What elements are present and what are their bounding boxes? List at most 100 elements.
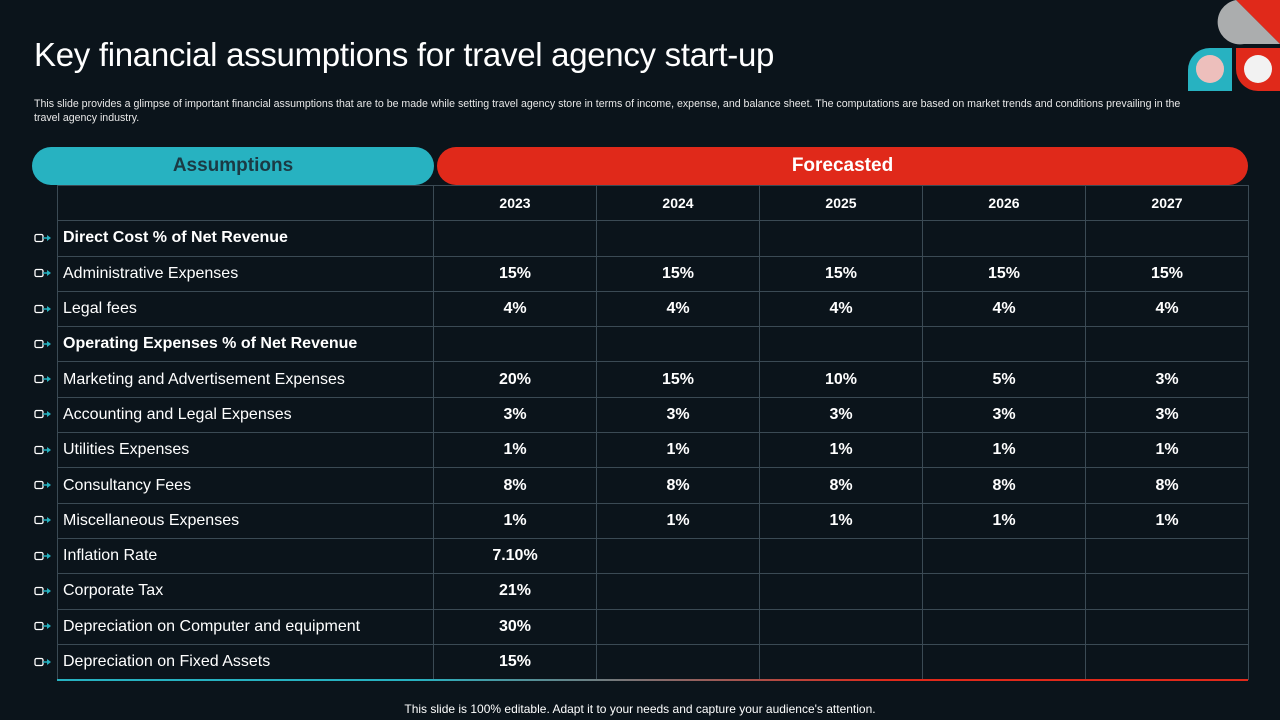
- forecasted-header: Forecasted: [437, 147, 1248, 185]
- table-row: Accounting and Legal Expenses 3% 3% 3% 3% 3%: [57, 396, 1249, 434]
- value-cell: 4%: [922, 290, 1086, 328]
- decorative-logo-icon: [1188, 0, 1280, 91]
- table-row: Miscellaneous Expenses 1% 1% 1% 1% 1%: [57, 502, 1249, 539]
- table-row: Inflation Rate 7.10%: [57, 537, 1249, 575]
- value-cell: 1%: [433, 502, 597, 539]
- page-subtitle: This slide provides a glimpse of importa…: [34, 98, 1181, 124]
- value-cell: 1%: [759, 432, 923, 469]
- value-cell: 15%: [433, 643, 597, 681]
- value-cell: 3%: [1085, 396, 1249, 434]
- arrow-bullet-icon: [34, 339, 51, 348]
- arrow-bullet-icon: [34, 480, 51, 490]
- value-cell: 3%: [1085, 361, 1249, 398]
- value-cell: 21%: [433, 573, 597, 610]
- value-cell: 1%: [922, 432, 1086, 469]
- value-cell: 15%: [922, 255, 1086, 292]
- value-cell: 4%: [433, 290, 597, 328]
- value-cell: 3%: [922, 396, 1086, 434]
- value-cell: 3%: [759, 396, 923, 434]
- table-row: Depreciation on Fixed Assets 15%: [57, 643, 1249, 681]
- value-cell: 1%: [433, 432, 597, 469]
- arrow-bullet-icon: [34, 551, 51, 560]
- table-row: Legal fees 4% 4% 4% 4% 4%: [57, 290, 1249, 328]
- value-cell: [596, 220, 760, 257]
- row-label: Direct Cost % of Net Revenue: [57, 220, 434, 257]
- table-row: Utilities Expenses 1% 1% 1% 1% 1%: [57, 432, 1249, 469]
- table-row: Corporate Tax 21%: [57, 573, 1249, 610]
- value-cell: [759, 608, 923, 645]
- value-cell: [596, 608, 760, 645]
- footer-note: This slide is 100% editable. Adapt it to…: [404, 702, 876, 716]
- value-cell: 15%: [1085, 255, 1249, 292]
- value-cell: [596, 643, 760, 681]
- value-cell: 15%: [433, 255, 597, 292]
- value-cell: 15%: [759, 255, 923, 292]
- value-cell: [596, 537, 760, 575]
- year-header: 2024: [596, 184, 760, 222]
- value-cell: 20%: [433, 361, 597, 398]
- value-cell: [1085, 537, 1249, 575]
- assumptions-header: Assumptions: [32, 147, 434, 185]
- row-label: Depreciation on Computer and equipment: [57, 608, 434, 645]
- row-label: Consultancy Fees: [57, 467, 434, 504]
- value-cell: 10%: [759, 361, 923, 398]
- value-cell: [922, 220, 1086, 257]
- value-cell: 8%: [433, 467, 597, 504]
- value-cell: 15%: [596, 361, 760, 398]
- assumptions-table: 2023 2024 2025 2026 2027 Direct Cost % o…: [57, 184, 1249, 682]
- arrow-bullet-icon: [34, 445, 51, 454]
- value-cell: [922, 326, 1086, 363]
- year-header-row: 2023 2024 2025 2026 2027: [57, 184, 1249, 222]
- value-cell: 4%: [759, 290, 923, 328]
- arrow-bullet-icon: [34, 304, 51, 313]
- arrow-bullet-icon: [34, 233, 51, 243]
- value-cell: [922, 608, 1086, 645]
- value-cell: [596, 326, 760, 363]
- value-cell: 1%: [922, 502, 1086, 539]
- row-label: Depreciation on Fixed Assets: [57, 643, 434, 681]
- row-label: Accounting and Legal Expenses: [57, 396, 434, 434]
- value-cell: [759, 537, 923, 575]
- value-cell: [759, 573, 923, 610]
- row-label: Inflation Rate: [57, 537, 434, 575]
- row-label: Corporate Tax: [57, 573, 434, 610]
- value-cell: [922, 573, 1086, 610]
- value-cell: 1%: [1085, 432, 1249, 469]
- arrow-bullet-icon: [34, 586, 51, 596]
- value-cell: [759, 643, 923, 681]
- row-label: Administrative Expenses: [57, 255, 434, 292]
- year-header: 2026: [922, 184, 1086, 222]
- blank-header-cell: [57, 184, 434, 222]
- value-cell: 15%: [596, 255, 760, 292]
- value-cell: 1%: [596, 432, 760, 469]
- value-cell: [1085, 608, 1249, 645]
- value-cell: 8%: [922, 467, 1086, 504]
- table-row: Direct Cost % of Net Revenue: [57, 220, 1249, 257]
- value-cell: 30%: [433, 608, 597, 645]
- row-label: Legal fees: [57, 290, 434, 328]
- row-label: Operating Expenses % of Net Revenue: [57, 326, 434, 363]
- value-cell: [759, 326, 923, 363]
- arrow-bullet-icon: [34, 269, 51, 278]
- value-cell: 4%: [596, 290, 760, 328]
- table-row: Depreciation on Computer and equipment 30…: [57, 608, 1249, 645]
- value-cell: 1%: [1085, 502, 1249, 539]
- year-header: 2023: [433, 184, 597, 222]
- table-row: Marketing and Advertisement Expenses 20% 1…: [57, 361, 1249, 398]
- value-cell: [433, 326, 597, 363]
- year-header: 2027: [1085, 184, 1249, 222]
- value-cell: [596, 573, 760, 610]
- table-row: Administrative Expenses 15% 15% 15% 15% 15%: [57, 255, 1249, 292]
- arrow-bullet-icon: [34, 410, 51, 419]
- value-cell: 3%: [596, 396, 760, 434]
- value-cell: [1085, 220, 1249, 257]
- year-header: 2025: [759, 184, 923, 222]
- value-cell: 8%: [1085, 467, 1249, 504]
- value-cell: 8%: [759, 467, 923, 504]
- table-body: Direct Cost % of Net Revenue Administrati…: [57, 220, 1249, 681]
- value-cell: 3%: [433, 396, 597, 434]
- value-cell: 1%: [759, 502, 923, 539]
- row-label: Utilities Expenses: [57, 432, 434, 469]
- page-title: Key financial assumptions for travel age…: [34, 36, 775, 73]
- value-cell: [922, 537, 1086, 575]
